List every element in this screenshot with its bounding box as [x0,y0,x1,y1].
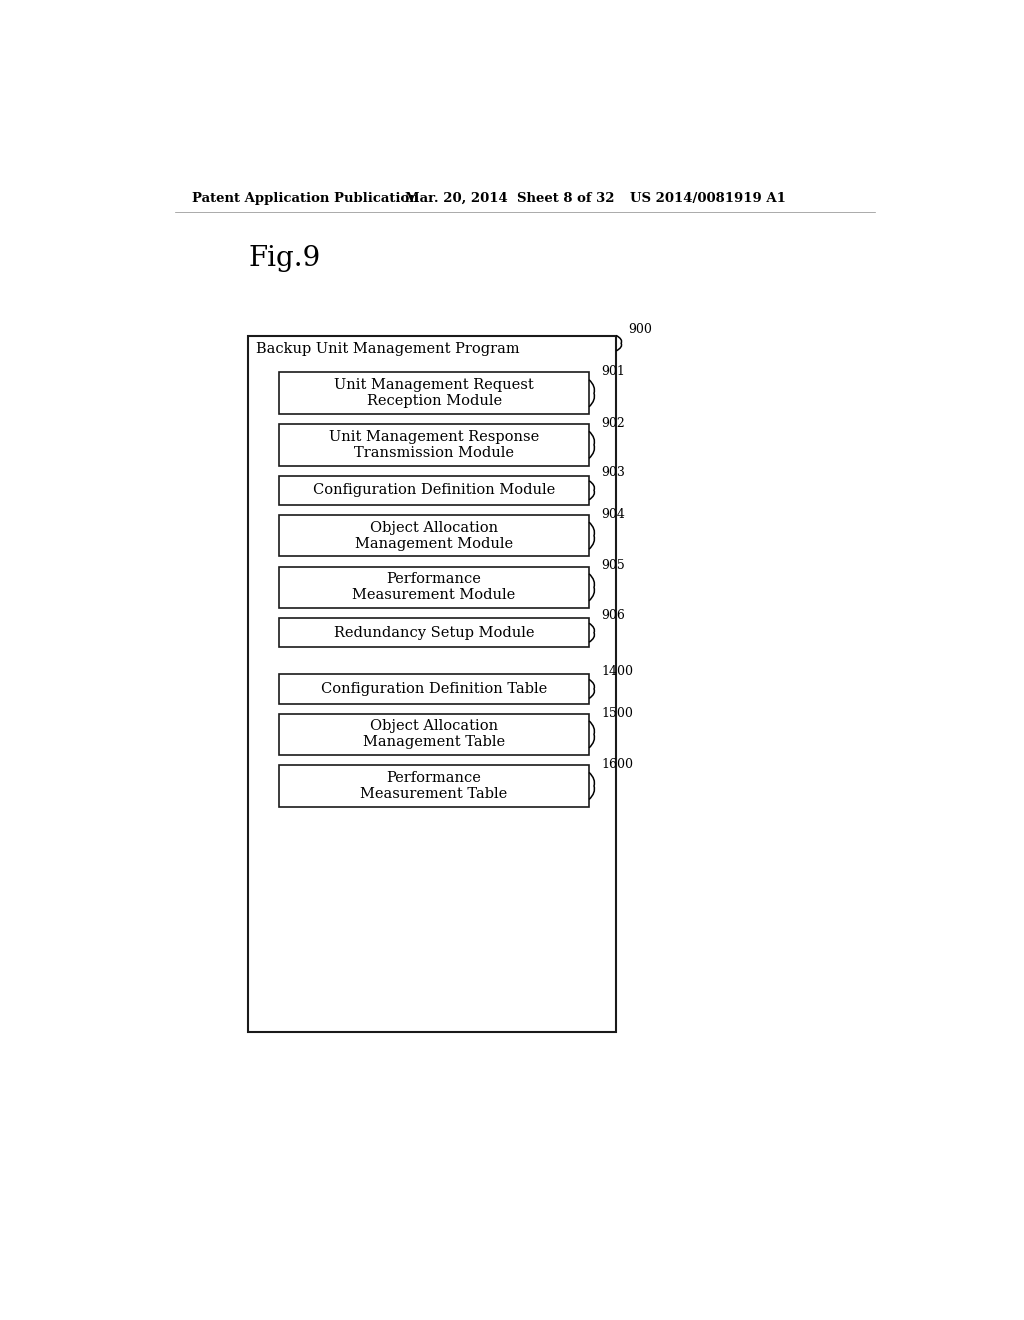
FancyBboxPatch shape [248,335,616,1032]
Text: Mar. 20, 2014  Sheet 8 of 32: Mar. 20, 2014 Sheet 8 of 32 [406,191,615,205]
Text: 1400: 1400 [601,665,634,678]
FancyBboxPatch shape [280,372,589,414]
Text: Unit Management Response
Transmission Module: Unit Management Response Transmission Mo… [329,430,540,459]
Text: 905: 905 [601,560,626,573]
Text: 906: 906 [601,609,626,622]
Text: Configuration Definition Module: Configuration Definition Module [313,483,555,498]
Text: Performance
Measurement Module: Performance Measurement Module [352,572,516,602]
Text: US 2014/0081919 A1: US 2014/0081919 A1 [630,191,786,205]
Text: Object Allocation
Management Table: Object Allocation Management Table [364,719,505,750]
Text: Patent Application Publication: Patent Application Publication [191,191,418,205]
Text: Object Allocation
Management Module: Object Allocation Management Module [355,520,513,550]
Text: Unit Management Request
Reception Module: Unit Management Request Reception Module [334,378,534,408]
FancyBboxPatch shape [280,515,589,557]
Text: Backup Unit Management Program: Backup Unit Management Program [256,342,519,355]
Text: 903: 903 [601,466,626,479]
FancyBboxPatch shape [280,675,589,704]
Text: Configuration Definition Table: Configuration Definition Table [321,682,547,696]
Text: 900: 900 [629,323,652,337]
FancyBboxPatch shape [280,566,589,609]
Text: Performance
Measurement Table: Performance Measurement Table [360,771,508,801]
Text: Redundancy Setup Module: Redundancy Setup Module [334,626,535,640]
FancyBboxPatch shape [280,475,589,506]
Text: 904: 904 [601,508,626,521]
Text: 901: 901 [601,366,626,379]
Text: 1600: 1600 [601,758,634,771]
FancyBboxPatch shape [280,618,589,647]
Text: Fig.9: Fig.9 [248,246,321,272]
FancyBboxPatch shape [280,714,589,755]
Text: 1500: 1500 [601,706,634,719]
FancyBboxPatch shape [280,424,589,466]
Text: 902: 902 [601,417,626,430]
FancyBboxPatch shape [280,766,589,807]
